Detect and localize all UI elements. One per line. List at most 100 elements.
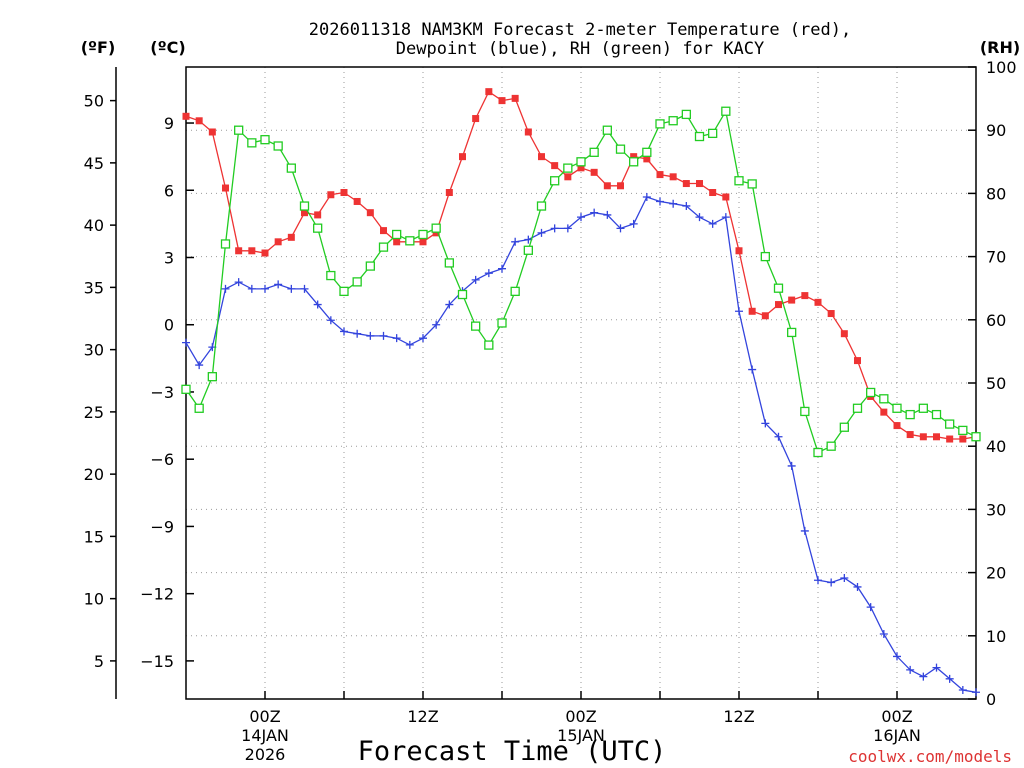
credit-text: coolwx.com/models — [848, 747, 1012, 766]
rh-point — [405, 236, 415, 246]
rh-point — [339, 286, 349, 297]
rh-point — [642, 147, 652, 157]
chart-title-line2: Dewpoint (blue), RH (green) for KACY — [396, 39, 764, 59]
rh-tick-label: 100 — [986, 58, 1017, 77]
rh-point — [839, 422, 849, 432]
temperature-point — [445, 189, 453, 197]
rh-point — [299, 201, 310, 211]
chart-title-line1: 2026011318 NAM3KM Forecast 2-meter Tempe… — [309, 20, 851, 40]
series-layer — [181, 88, 981, 697]
rh-point — [378, 242, 389, 252]
rh-point — [602, 125, 612, 135]
dewpoint-point — [814, 576, 822, 585]
dewpoint-point — [405, 340, 414, 349]
temperature-point — [353, 197, 361, 205]
x-tick-date: 14JAN — [241, 726, 289, 745]
celsius-tick-label: 3 — [164, 248, 174, 267]
dewpoint-point — [563, 224, 572, 233]
rh-point — [352, 277, 362, 287]
temperature-point — [301, 209, 308, 217]
dewpoint-point — [695, 213, 704, 222]
temperature-point — [208, 128, 216, 136]
dewpoint-point — [577, 213, 585, 222]
temperature-point — [840, 330, 848, 338]
temperature-point — [827, 310, 835, 318]
fahrenheit-tick-label: 15 — [84, 527, 104, 546]
rh-point — [497, 318, 507, 328]
rh-point — [563, 163, 573, 173]
dewpoint-point — [366, 331, 375, 340]
dewpoint-point — [721, 213, 730, 222]
dewpoint-point — [287, 284, 296, 293]
x-tick-label: 00Z — [881, 707, 912, 726]
dewpoint-point — [603, 210, 612, 219]
temperature-point — [722, 193, 730, 201]
dewpoint-point — [234, 278, 243, 287]
dewpoint-point — [537, 228, 546, 237]
rh-point — [918, 403, 928, 413]
dewpoint-point — [879, 630, 888, 639]
temperature-point — [248, 247, 256, 255]
rh-tick-label: 10 — [986, 627, 1006, 646]
temperature-point — [696, 180, 703, 188]
dewpoint-point — [340, 327, 348, 336]
x-tick-label: 12Z — [407, 707, 438, 726]
dewpoint-point — [958, 686, 967, 695]
series-rh — [181, 106, 981, 458]
temperature-point — [893, 422, 901, 430]
rh-point — [523, 245, 533, 255]
temperature-point — [459, 153, 466, 161]
dewpoint-point — [261, 284, 269, 293]
rh-point — [615, 144, 626, 154]
temperature-point — [366, 209, 374, 217]
temperature-point — [735, 247, 743, 255]
rh-tick-label: 40 — [986, 437, 1006, 456]
rh-point — [260, 135, 270, 145]
dewpoint-point — [379, 331, 388, 340]
temperature-point — [630, 153, 638, 161]
rh-point — [892, 403, 902, 413]
rh-point — [181, 384, 191, 394]
fahrenheit-tick-label: 25 — [84, 403, 104, 422]
rh-tick-label: 60 — [986, 311, 1006, 330]
rh-point — [813, 447, 823, 458]
fahrenheit-tick-label: 45 — [84, 154, 104, 173]
dewpoint-point — [432, 320, 441, 329]
rh-point — [431, 223, 441, 233]
temperature-point — [854, 357, 861, 365]
dewpoint-point — [906, 665, 915, 674]
x-tick-label: 00Z — [249, 707, 280, 726]
rh-point — [510, 286, 520, 297]
temperature-point — [590, 168, 598, 176]
rh-point — [484, 340, 494, 350]
temperature-point — [788, 296, 796, 304]
x-tick-date: 16JAN — [873, 726, 921, 745]
celsius-tick-label: −9 — [150, 517, 174, 536]
rh-point — [220, 239, 231, 249]
temperature-point — [946, 435, 954, 443]
temperature-point — [274, 238, 282, 246]
rh-point — [207, 372, 217, 382]
rh-point — [773, 283, 784, 293]
temperature-point — [182, 112, 190, 120]
dewpoint-point — [221, 284, 230, 293]
temperature-point — [880, 408, 888, 416]
rh-point — [681, 109, 691, 120]
rh-point — [576, 157, 586, 167]
rh-point — [734, 176, 744, 186]
dewpoint-point — [498, 264, 506, 273]
rh-tick-label: 50 — [986, 374, 1006, 393]
celsius-tick-label: 6 — [164, 181, 174, 200]
temperature-point — [538, 153, 545, 161]
temperature-point — [775, 301, 782, 309]
temperature-point — [195, 117, 203, 125]
x-tick-date: 15JAN — [557, 726, 605, 745]
rh-point — [392, 229, 402, 240]
rh-tick-label: 70 — [986, 248, 1006, 267]
dewpoint-point — [326, 316, 335, 325]
dewpoint-point — [919, 672, 928, 681]
dewpoint-point — [392, 334, 401, 343]
dewpoint-point — [945, 674, 954, 683]
rh-point — [721, 106, 731, 116]
dewpoint-point — [656, 197, 664, 206]
